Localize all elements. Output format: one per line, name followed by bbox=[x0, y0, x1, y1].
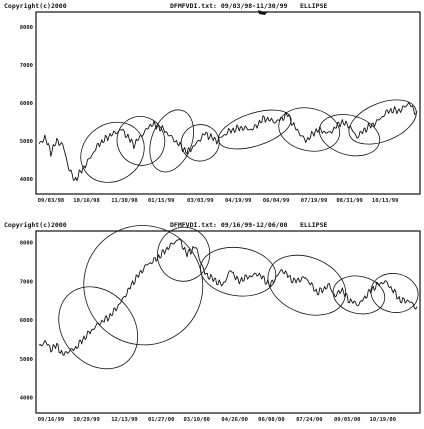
x-tick-label: 01/27/00 bbox=[148, 417, 175, 423]
copyright-label: Copyright(c)2000 bbox=[4, 221, 67, 229]
ellipse-marker bbox=[267, 254, 346, 316]
chart-panel-1999-2000: Copyright(c)2000 DFMFVDI.txt: 09/16/99-1… bbox=[0, 219, 424, 429]
ellipse-marker bbox=[180, 124, 220, 162]
ellipse-marker bbox=[58, 286, 139, 370]
x-tick-label: 07/19/99 bbox=[301, 198, 328, 204]
copyright-label: Copyright(c)2000 bbox=[4, 2, 67, 10]
x-tick-label: 11/30/98 bbox=[111, 198, 138, 204]
method-label: ELLIPSE bbox=[300, 221, 327, 229]
ellipse-marker bbox=[83, 225, 204, 346]
price-series-line bbox=[38, 102, 418, 182]
y-tick-labels: 4000 5000 6000 7000 8000 bbox=[20, 241, 33, 402]
ellipse-marker bbox=[80, 121, 145, 183]
ellipse-marker bbox=[149, 109, 194, 173]
y-tick-label: 4000 bbox=[20, 177, 33, 183]
y-tick-label: 5000 bbox=[20, 357, 33, 363]
x-tick-label: 04/26/00 bbox=[221, 417, 248, 423]
x-tick-label: 09/05/00 bbox=[334, 417, 361, 423]
x-tick-label: 10/19/00 bbox=[370, 417, 397, 423]
x-tick-label: 06/08/00 bbox=[258, 417, 285, 423]
y-tick-label: 7000 bbox=[20, 279, 33, 285]
x-tick-label: 07/24/00 bbox=[296, 417, 323, 423]
ellipse-marker bbox=[217, 109, 292, 150]
y-tick-label: 6000 bbox=[20, 101, 33, 107]
x-tick-label: 06/04/99 bbox=[263, 198, 290, 204]
ellipse-marker bbox=[278, 107, 341, 152]
price-chart-2: Copyright(c)2000 DFMFVDI.txt: 09/16/99-1… bbox=[4, 221, 421, 423]
y-tick-labels: 4000 5000 6000 7000 8000 bbox=[20, 25, 33, 183]
x-tick-label: 03/03/99 bbox=[187, 198, 214, 204]
chart-panel-1998-1999: Copyright(c)2000 DFMFVDI.txt: 09/03/98-1… bbox=[0, 0, 424, 210]
ellipse-marker bbox=[370, 273, 419, 313]
x-tick-label: 08/31/99 bbox=[336, 198, 363, 204]
y-tick-label: 6000 bbox=[20, 318, 33, 324]
ellipse-marker bbox=[332, 275, 386, 315]
x-tick-label: 10/13/99 bbox=[372, 198, 399, 204]
x-tick-label: 10/16/98 bbox=[73, 198, 100, 204]
y-tick-label: 8000 bbox=[20, 25, 33, 31]
method-label: ELLIPSE bbox=[300, 2, 327, 10]
ellipse-overlays bbox=[80, 99, 417, 183]
x-tick-labels: 09/16/99 10/29/99 12/13/99 01/27/00 03/10/00… bbox=[38, 417, 396, 423]
x-tick-label: 10/29/99 bbox=[73, 417, 100, 423]
x-tick-label: 01/15/99 bbox=[148, 198, 175, 204]
ellipse-overlays bbox=[58, 225, 419, 370]
file-range-label: DFMFVDI.txt: 09/16/99-12/06/00 bbox=[170, 221, 287, 229]
plot-frame bbox=[35, 230, 421, 414]
x-tick-label: 03/10/00 bbox=[183, 417, 210, 423]
price-chart-1: Copyright(c)2000 DFMFVDI.txt: 09/03/98-1… bbox=[4, 2, 421, 204]
ellipse-marker bbox=[116, 116, 166, 166]
x-tick-label: 09/03/98 bbox=[38, 198, 65, 204]
plot-frame bbox=[35, 11, 421, 195]
y-tick-label: 7000 bbox=[20, 63, 33, 69]
x-tick-label: 04/19/99 bbox=[225, 198, 252, 204]
x-tick-label: 09/16/99 bbox=[38, 417, 65, 423]
ellipse-marker bbox=[157, 226, 211, 282]
y-tick-label: 5000 bbox=[20, 139, 33, 145]
y-tick-label: 8000 bbox=[20, 241, 33, 247]
price-series-line bbox=[38, 238, 418, 356]
ellipse-marker bbox=[348, 99, 417, 145]
x-tick-labels: 09/03/98 10/16/98 11/30/98 01/15/99 03/03/99… bbox=[38, 198, 399, 204]
y-tick-label: 4000 bbox=[20, 396, 33, 402]
file-range-label: DFMFVDI.txt: 09/03/98-11/30/99 bbox=[170, 2, 287, 10]
x-tick-label: 12/13/99 bbox=[111, 417, 138, 423]
